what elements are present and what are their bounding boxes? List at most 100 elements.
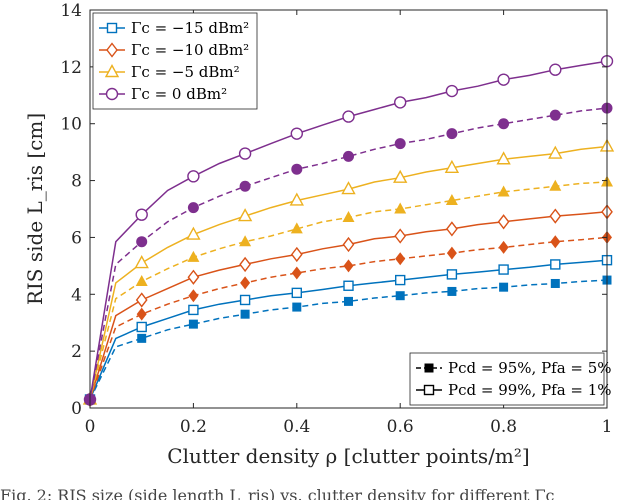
legend-top-marker-2	[104, 64, 120, 78]
series-6-marker-9	[549, 63, 562, 76]
legend-top-label-2: Γc = −5 dBm²	[131, 63, 240, 81]
series-3-marker-5	[343, 259, 354, 273]
series-3-marker-9	[550, 235, 561, 249]
markers	[82, 54, 615, 408]
legend-top-marker-1	[106, 42, 118, 58]
series-1-marker-9	[550, 278, 560, 288]
y-tick-label-2: 4	[71, 285, 82, 305]
series-1-marker-7	[447, 286, 457, 296]
y-tick-label-7: 14	[60, 1, 82, 21]
series-0-marker-9	[550, 259, 561, 270]
series-5-marker-3	[239, 235, 252, 247]
series-7-marker-5	[343, 150, 354, 162]
series-0-marker-4	[291, 287, 302, 299]
series-3-marker-6	[395, 252, 406, 266]
series-6-marker-3	[238, 147, 252, 160]
series-2-marker-9	[549, 208, 562, 224]
series-0-marker-5	[343, 280, 354, 291]
y-tick-label-0: 0	[71, 399, 82, 419]
series-7-marker-4	[291, 163, 303, 175]
legend-top-label-1: Γc = −10 dBm²	[131, 41, 249, 59]
series-2-marker-8	[497, 214, 510, 230]
x-tick-label-5: 1	[602, 417, 613, 437]
series-1-marker-8	[499, 282, 509, 292]
series-6-marker-8	[497, 73, 510, 86]
series-1-marker-5	[344, 296, 353, 306]
series-2-marker-5	[342, 236, 355, 253]
series-6-marker-1	[135, 208, 148, 221]
series-6-marker-4	[290, 127, 303, 140]
series-line-1	[89, 279, 608, 400]
series-7-marker-9	[549, 109, 561, 121]
y-tick-label-4: 8	[71, 172, 82, 192]
series-2-marker-1	[135, 292, 148, 308]
series-5-marker-5	[342, 211, 355, 223]
series-6-marker-2	[187, 170, 200, 183]
y-tick-label-5: 10	[60, 115, 82, 135]
series-0-marker-7	[446, 269, 458, 280]
series-4-marker-8	[496, 151, 511, 165]
legend-top-marker-0	[106, 22, 118, 34]
series-0-marker-6	[395, 274, 406, 286]
series-7-marker-3	[239, 180, 251, 192]
series-3-marker-4	[291, 266, 302, 280]
series-7-marker-8	[498, 118, 510, 130]
series-5-marker-8	[497, 185, 510, 197]
series-1-marker-3	[240, 309, 250, 319]
series-2-marker-4	[290, 246, 303, 263]
series-4-marker-7	[444, 159, 460, 173]
series-3-marker-2	[188, 289, 199, 303]
series-4-marker-3	[237, 208, 253, 222]
legend-top-box	[92, 12, 258, 110]
series-6-marker-5	[342, 110, 355, 123]
y-axis-label: RIS side L_ris [cm]	[23, 113, 47, 305]
legend-bottom-marker-1	[423, 384, 435, 396]
x-axis-label: Clutter density ρ [clutter points/m²]	[167, 444, 529, 468]
series-3-marker-3	[240, 276, 251, 290]
figure-caption: Fig. 2: RIS size (side length L_ris) vs.…	[0, 486, 555, 500]
series-5-marker-6	[394, 202, 407, 214]
series-5-marker-2	[187, 250, 200, 262]
legend-bottom-label-0: Pcd = 95%, Pfa = 5%	[448, 359, 612, 377]
series-1-marker-4	[292, 302, 302, 312]
series-6-marker-6	[394, 96, 407, 109]
series-2-marker-2	[187, 269, 200, 285]
series-line-3	[89, 236, 608, 400]
y-tick-label-3: 6	[71, 228, 82, 248]
legend-top-label-3: Γc = 0 dBm²	[131, 85, 227, 103]
series-2-marker-3	[239, 256, 251, 273]
series-0-marker-2	[188, 304, 199, 316]
series-4-marker-9	[548, 145, 563, 159]
x-tick-label-2: 0.4	[283, 417, 310, 437]
series-3-marker-1	[136, 307, 147, 321]
series-1-marker-1	[137, 333, 147, 343]
y-tick-label-1: 2	[71, 342, 82, 362]
axes-box	[89, 9, 608, 409]
series-line-7	[89, 107, 608, 400]
x-tick-label-4: 0.8	[490, 417, 517, 437]
series-4-marker-4	[289, 192, 304, 206]
series-4-marker-1	[134, 255, 149, 269]
series-2-marker-7	[446, 221, 458, 237]
series-7-marker-7	[446, 128, 458, 140]
series-7-marker-2	[187, 202, 199, 214]
legend-bottom-marker-0	[424, 363, 434, 373]
series-0-marker-1	[136, 321, 147, 333]
series-4-marker-6	[393, 169, 408, 183]
series-5-marker-9	[549, 179, 562, 191]
series-5-marker-1	[135, 274, 148, 286]
series-2-marker-6	[394, 228, 407, 244]
series-5-marker-4	[290, 222, 303, 234]
legend-top-label-0: Γc = −15 dBm²	[131, 19, 249, 37]
series-7-marker-1	[136, 236, 148, 248]
series-0-marker-3	[239, 294, 251, 306]
legend-bottom-box	[409, 352, 605, 406]
series-4-marker-5	[341, 181, 356, 195]
x-tick-label-3: 0.6	[387, 417, 414, 437]
x-tick-label-0: 0	[85, 417, 96, 437]
series-4-marker-2	[186, 226, 201, 240]
series-6-marker-7	[445, 84, 459, 98]
y-tick-label-6: 12	[60, 58, 82, 78]
